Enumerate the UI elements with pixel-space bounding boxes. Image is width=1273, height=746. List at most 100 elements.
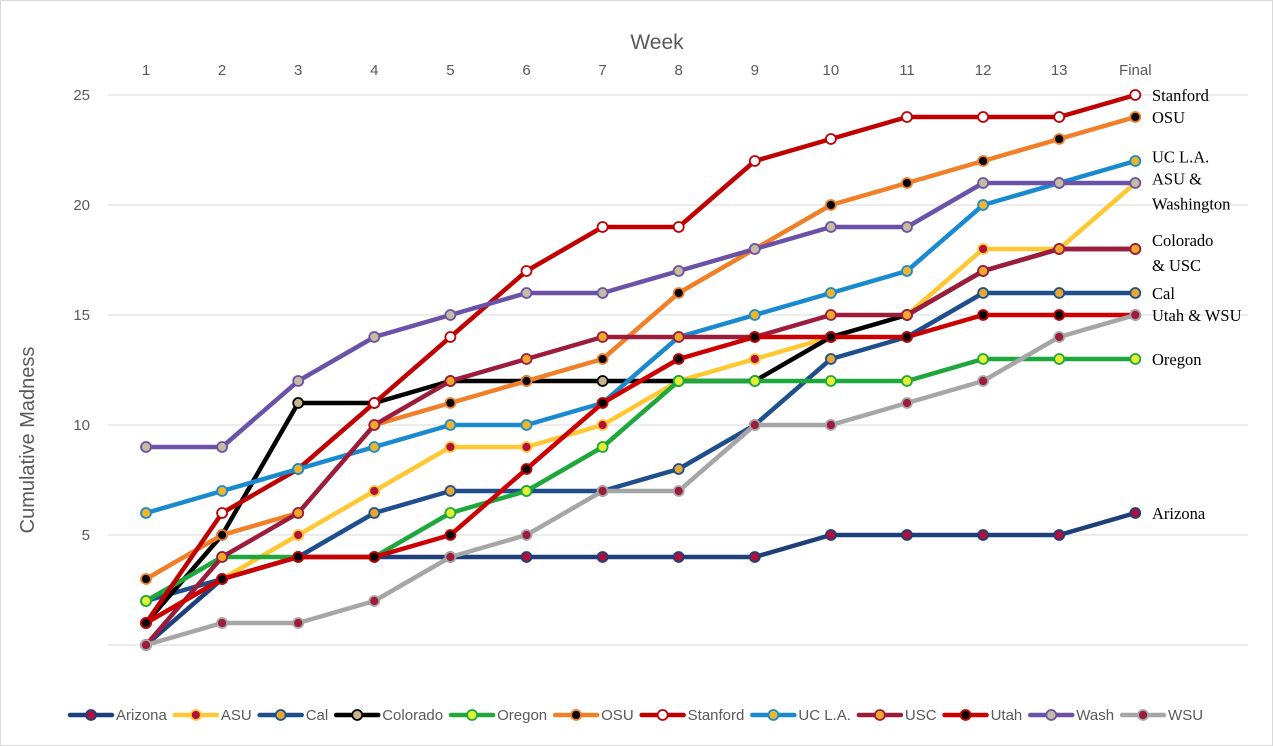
data-point-asu <box>368 485 381 497</box>
data-point-oregon <box>444 507 457 519</box>
data-point-asu <box>977 243 989 255</box>
legend-label-arizona: Arizona <box>116 707 168 724</box>
x-tick-label: 3 <box>294 62 302 79</box>
y-tick-label: 15 <box>73 307 90 324</box>
data-point-osu <box>1053 133 1066 145</box>
data-point-usc <box>1053 243 1066 255</box>
data-point-osu <box>1129 111 1142 123</box>
data-point-wsu <box>216 617 229 629</box>
series-line-wash <box>143 180 1138 450</box>
data-point-usc <box>520 353 533 365</box>
data-point-oregon <box>672 375 685 387</box>
legend-label-utah: Utah <box>991 707 1023 724</box>
data-point-osu <box>140 573 152 585</box>
data-point-arizona <box>748 551 761 563</box>
data-point-cal <box>1129 287 1142 299</box>
data-point-wsu <box>901 397 913 409</box>
data-point-utah <box>216 573 229 585</box>
data-point-usc <box>825 309 837 321</box>
data-point-wash <box>825 221 837 233</box>
data-point-uc-l-a <box>520 419 533 431</box>
end-label: Cal <box>1152 284 1175 303</box>
data-point-usc <box>1129 243 1142 255</box>
legend: Arizona ASU Cal Colorado Oregon OSU Stanford UC… <box>67 707 1203 724</box>
data-point-utah <box>748 331 761 343</box>
end-label: ASU & <box>1152 170 1202 189</box>
data-point-uc-l-a <box>292 463 305 475</box>
data-point-asu <box>444 441 457 453</box>
data-point-usc <box>216 551 229 563</box>
data-point-asu <box>748 353 761 365</box>
series-utah <box>140 309 1142 629</box>
legend-marker-oregon <box>466 709 478 721</box>
data-point-wash <box>520 287 533 299</box>
legend-label-wash: Wash <box>1076 707 1114 724</box>
data-point-osu <box>520 375 533 387</box>
data-point-asu <box>596 419 609 431</box>
data-point-uc-l-a <box>368 441 381 453</box>
end-label: OSU <box>1152 108 1185 127</box>
legend-label-wsu: WSU <box>1168 707 1203 724</box>
legend-label-uc-l-a: UC L.A. <box>798 707 851 724</box>
legend-label-asu: ASU <box>221 707 252 724</box>
series-line-cal <box>143 290 1138 604</box>
y-axis-title: Cumulative Madness <box>17 347 39 534</box>
data-point-wsu <box>596 485 609 497</box>
y-tick-label: 25 <box>73 87 90 104</box>
data-point-stanford <box>444 331 457 343</box>
legend-item-cal: Cal <box>257 707 328 724</box>
end-label: Oregon <box>1152 350 1201 369</box>
data-point-arizona <box>901 529 913 541</box>
data-point-wash <box>901 221 913 233</box>
legend-marker-stanford <box>656 709 669 721</box>
data-point-stanford <box>977 111 989 123</box>
data-point-asu <box>292 529 305 541</box>
legend-item-wash: Wash <box>1028 707 1114 724</box>
end-label: Washington <box>1152 195 1230 214</box>
data-point-arizona <box>977 529 989 541</box>
data-point-colorado <box>596 375 609 387</box>
data-point-uc-l-a <box>901 265 913 277</box>
data-point-oregon <box>520 485 533 497</box>
data-point-uc-l-a <box>825 287 837 299</box>
data-point-cal <box>825 353 837 365</box>
data-point-wash <box>292 375 305 387</box>
data-point-arizona <box>825 529 837 541</box>
data-point-stanford <box>1053 111 1066 123</box>
y-tick-label: 10 <box>73 417 90 434</box>
data-point-osu <box>216 529 229 541</box>
legend-marker-osu <box>570 709 583 721</box>
series-line-wsu <box>143 312 1138 648</box>
data-point-osu <box>977 155 989 167</box>
data-point-wash <box>596 287 609 299</box>
data-point-uc-l-a <box>140 507 152 519</box>
series-lines <box>140 89 1142 651</box>
data-point-uc-l-a <box>1129 155 1142 167</box>
legend-item-oregon: Oregon <box>448 707 547 724</box>
data-point-stanford <box>596 221 609 233</box>
x-tick-label: 9 <box>751 62 759 79</box>
x-tick-label: 12 <box>975 62 992 79</box>
data-point-wash <box>444 309 457 321</box>
end-labels: Stanford OSU UC L.A. ASU & Washington Colora… <box>1152 86 1242 523</box>
data-point-wsu <box>748 419 761 431</box>
data-point-colorado <box>292 397 305 409</box>
data-point-arizona <box>672 551 685 563</box>
data-point-stanford <box>216 507 229 519</box>
legend-label-osu: OSU <box>601 707 634 724</box>
data-point-usc <box>901 309 913 321</box>
data-point-cal <box>1053 287 1066 299</box>
legend-item-colorado: Colorado <box>333 707 443 724</box>
data-point-usc <box>368 419 381 431</box>
x-tick-label: 2 <box>218 62 226 79</box>
data-point-stanford <box>672 221 685 233</box>
data-point-uc-l-a <box>977 199 989 211</box>
data-point-utah <box>520 463 533 475</box>
legend-item-uc-l-a: UC L.A. <box>750 707 851 724</box>
end-label: UC L.A. <box>1152 148 1209 167</box>
legend-marker-arizona <box>85 709 97 721</box>
data-point-wash <box>672 265 685 277</box>
data-point-utah <box>596 397 609 409</box>
data-point-wsu <box>825 419 837 431</box>
x-tick-label: 5 <box>446 62 454 79</box>
